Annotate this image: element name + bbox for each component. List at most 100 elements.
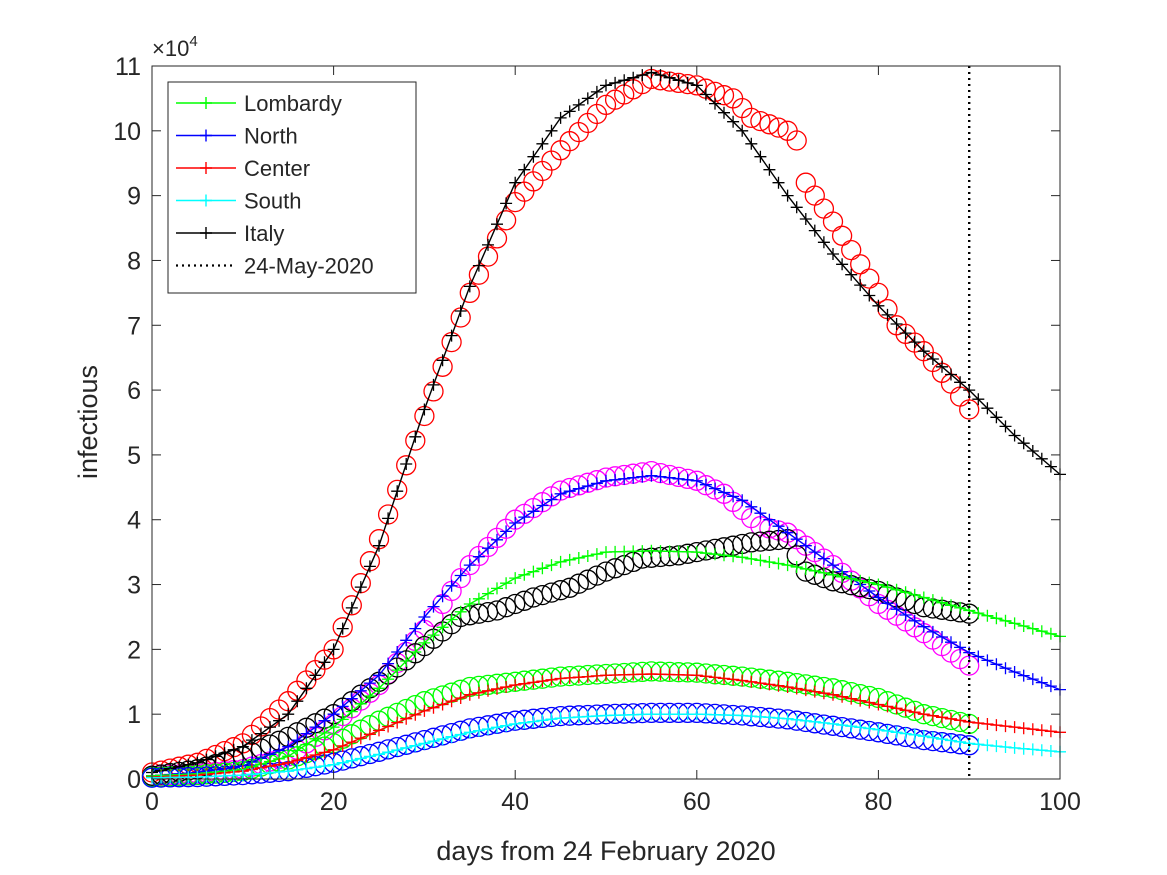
series-point bbox=[482, 238, 494, 251]
series-point bbox=[1026, 622, 1039, 635]
series-point bbox=[790, 713, 803, 726]
series-point bbox=[300, 762, 313, 775]
series-point bbox=[954, 601, 967, 614]
legend-item-italy[interactable]: Italy bbox=[176, 221, 284, 246]
observed-point bbox=[841, 239, 862, 261]
observed-point bbox=[486, 600, 508, 621]
series-point bbox=[908, 728, 921, 741]
series-point bbox=[400, 655, 413, 667]
series-point bbox=[518, 568, 531, 581]
series-point bbox=[954, 735, 967, 748]
series-point bbox=[899, 609, 912, 621]
series-point bbox=[300, 738, 313, 751]
legend[interactable]: Lombardy North Center South Italy 24-May-2020 bbox=[167, 81, 417, 294]
series-point bbox=[736, 551, 749, 564]
series-point bbox=[917, 345, 930, 358]
legend-item-center[interactable]: Center bbox=[176, 156, 310, 181]
series-point bbox=[400, 458, 413, 470]
series-point bbox=[336, 756, 349, 769]
series-point bbox=[427, 701, 440, 714]
series-point bbox=[354, 697, 367, 710]
series-point bbox=[781, 526, 794, 539]
series-point bbox=[709, 97, 721, 110]
series-point bbox=[373, 682, 385, 695]
series-point bbox=[345, 705, 358, 718]
series-point bbox=[999, 420, 1012, 433]
observed-point bbox=[741, 107, 762, 129]
series-point bbox=[936, 631, 948, 643]
legend-item-south[interactable]: South bbox=[176, 189, 302, 214]
series-point bbox=[990, 740, 1003, 753]
series-point bbox=[972, 738, 985, 751]
x-tick-label: 40 bbox=[501, 788, 529, 816]
series-point bbox=[763, 513, 776, 526]
series-point bbox=[672, 472, 685, 485]
series-point bbox=[563, 553, 576, 566]
series-point bbox=[1026, 673, 1039, 686]
observed-point bbox=[759, 530, 780, 551]
series-point bbox=[908, 336, 921, 349]
series-point bbox=[817, 687, 830, 700]
series-point bbox=[718, 672, 730, 685]
series-point bbox=[282, 708, 295, 721]
series-point bbox=[327, 643, 340, 656]
series-point bbox=[908, 588, 921, 601]
series-point bbox=[391, 664, 404, 677]
series-point bbox=[436, 732, 449, 745]
series-point bbox=[282, 765, 295, 778]
series-point bbox=[436, 590, 449, 603]
series-point bbox=[255, 727, 267, 740]
observed-point bbox=[514, 590, 535, 611]
series-point bbox=[836, 258, 849, 271]
series-point bbox=[472, 592, 485, 605]
series-point bbox=[509, 517, 522, 529]
series-point bbox=[817, 566, 830, 579]
series-point bbox=[545, 673, 558, 686]
series-point bbox=[291, 763, 304, 776]
series-point bbox=[527, 715, 540, 728]
legend-item-north[interactable]: North bbox=[176, 124, 298, 149]
series-point bbox=[899, 727, 912, 740]
series-point bbox=[690, 79, 703, 92]
observed-point bbox=[396, 455, 417, 476]
legend-item-24-may-2020[interactable]: 24-May-2020 bbox=[176, 254, 374, 279]
series-point bbox=[799, 539, 812, 552]
series-point bbox=[227, 743, 240, 756]
observed-point bbox=[741, 532, 762, 553]
series-point bbox=[336, 739, 349, 752]
series-point bbox=[509, 572, 522, 585]
legend-item-lombardy[interactable]: Lombardy bbox=[176, 91, 342, 116]
series-point bbox=[745, 710, 758, 723]
series-point bbox=[709, 671, 721, 684]
series-point bbox=[500, 681, 513, 693]
series-point bbox=[990, 612, 1003, 625]
series-point bbox=[1035, 744, 1048, 757]
series-point bbox=[945, 712, 957, 725]
series-point bbox=[509, 176, 522, 189]
series-point bbox=[345, 692, 358, 705]
series-point bbox=[518, 511, 531, 524]
observed-point bbox=[550, 580, 571, 601]
series-point bbox=[363, 690, 376, 702]
series-point bbox=[482, 587, 494, 600]
series-point bbox=[536, 675, 549, 688]
series-point bbox=[636, 69, 649, 82]
series-point bbox=[354, 684, 367, 697]
series-point bbox=[827, 688, 839, 701]
observed-point bbox=[850, 254, 871, 275]
series-point bbox=[345, 754, 358, 767]
series-point bbox=[763, 711, 776, 724]
observed-point bbox=[332, 617, 353, 638]
series-point bbox=[345, 736, 358, 749]
series-point bbox=[863, 722, 876, 735]
series-point bbox=[300, 682, 313, 695]
series-point bbox=[763, 556, 776, 568]
series-point bbox=[1008, 617, 1021, 630]
series-point bbox=[382, 746, 395, 759]
series-point bbox=[799, 213, 812, 225]
series-point bbox=[291, 734, 304, 747]
series-point bbox=[436, 698, 449, 711]
y-axis-label: infectious bbox=[73, 365, 103, 479]
series-point bbox=[264, 721, 276, 734]
series-point bbox=[945, 636, 957, 649]
